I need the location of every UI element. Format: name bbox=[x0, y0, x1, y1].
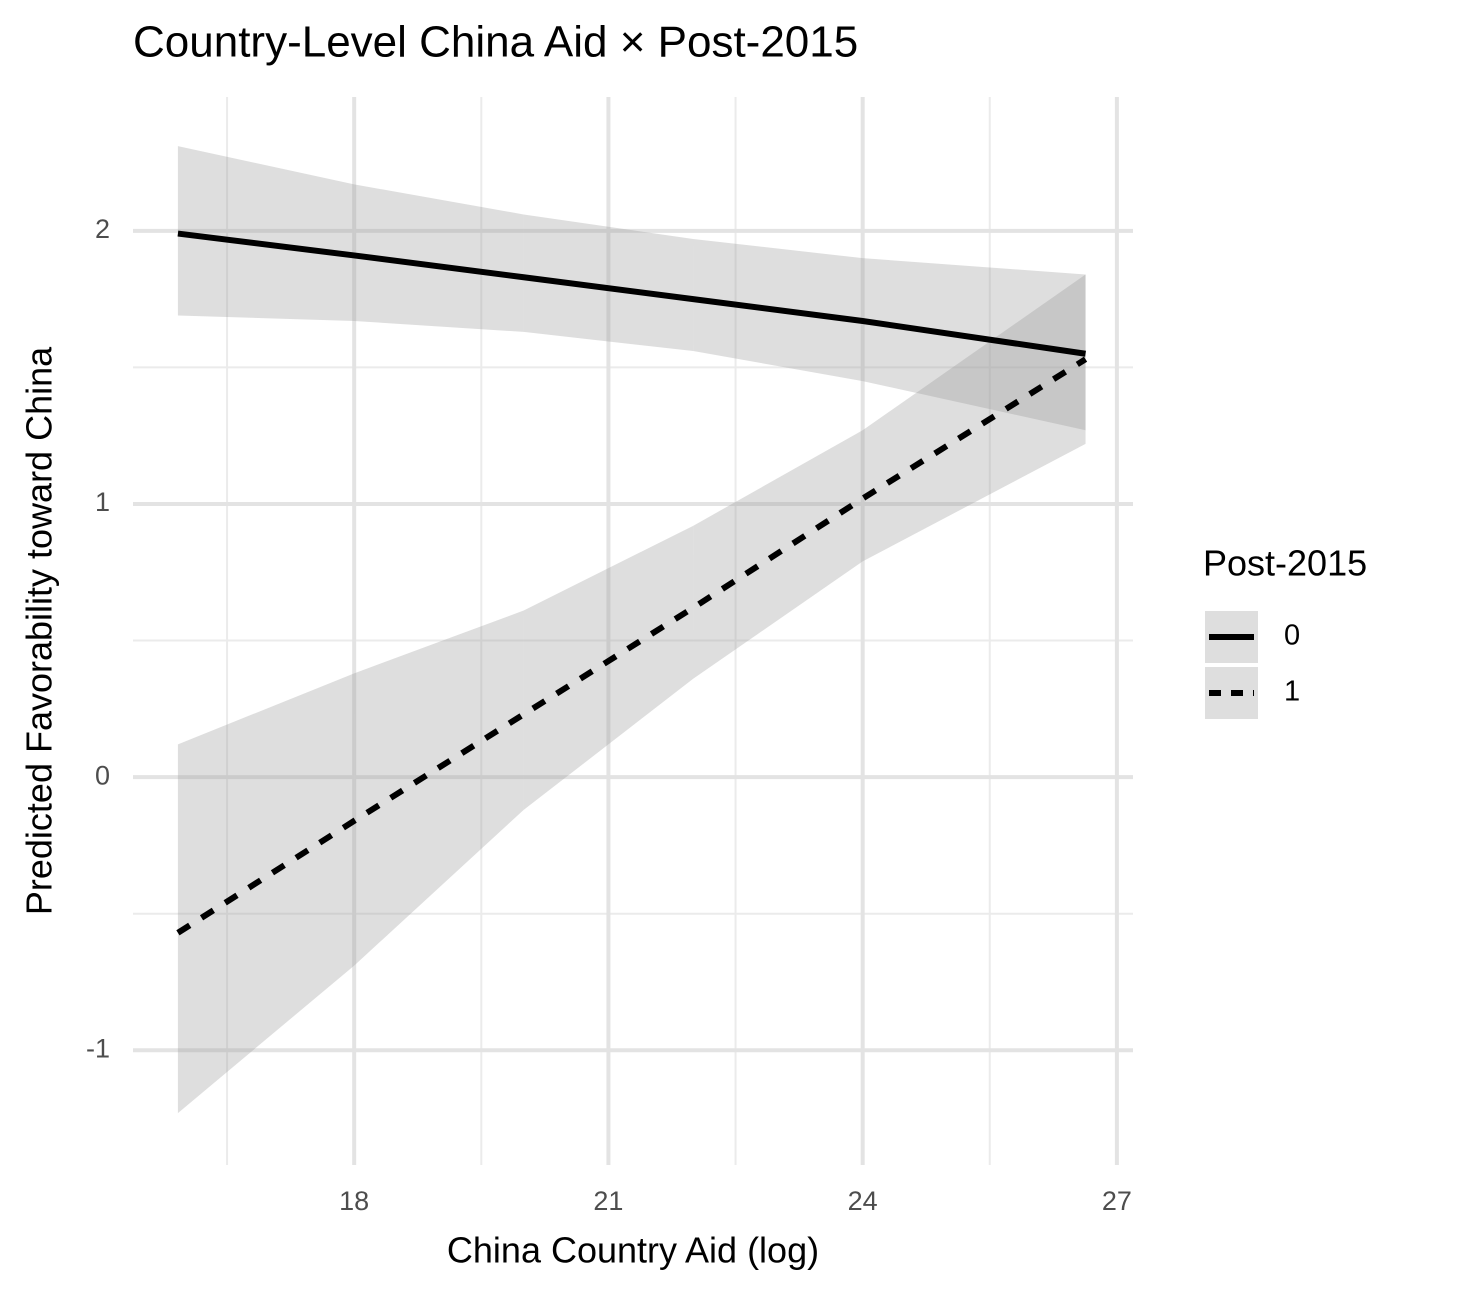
x-axis-title: China Country Aid (log) bbox=[447, 1230, 819, 1271]
line bbox=[176, 356, 1088, 936]
x-tick-label: 18 bbox=[339, 1186, 369, 1216]
y-tick-label: 1 bbox=[95, 487, 110, 517]
y-tick-label: 2 bbox=[95, 214, 110, 244]
chart-title: Country-Level China Aid × Post-2015 bbox=[133, 18, 858, 67]
confidence-band bbox=[354, 610, 524, 966]
line bbox=[177, 230, 1086, 357]
legend-label: 0 bbox=[1284, 620, 1300, 652]
y-tick-label: -1 bbox=[86, 1033, 110, 1063]
x-tick-label: 21 bbox=[593, 1186, 623, 1216]
confidence-band bbox=[862, 258, 1086, 431]
confidence-band bbox=[177, 673, 355, 1114]
x-tick-label: 24 bbox=[848, 1186, 878, 1216]
legend-label: 1 bbox=[1284, 676, 1300, 708]
y-axis-title: Predicted Favorability toward China bbox=[19, 346, 60, 915]
confidence-band bbox=[354, 184, 524, 332]
x-tick-label: 27 bbox=[1102, 1186, 1132, 1216]
confidence-band bbox=[523, 525, 694, 810]
confidence-band bbox=[177, 146, 355, 321]
y-tick-label: 0 bbox=[95, 760, 110, 790]
confidence-band bbox=[523, 214, 694, 352]
legend-title: Post-2015 bbox=[1203, 543, 1367, 584]
